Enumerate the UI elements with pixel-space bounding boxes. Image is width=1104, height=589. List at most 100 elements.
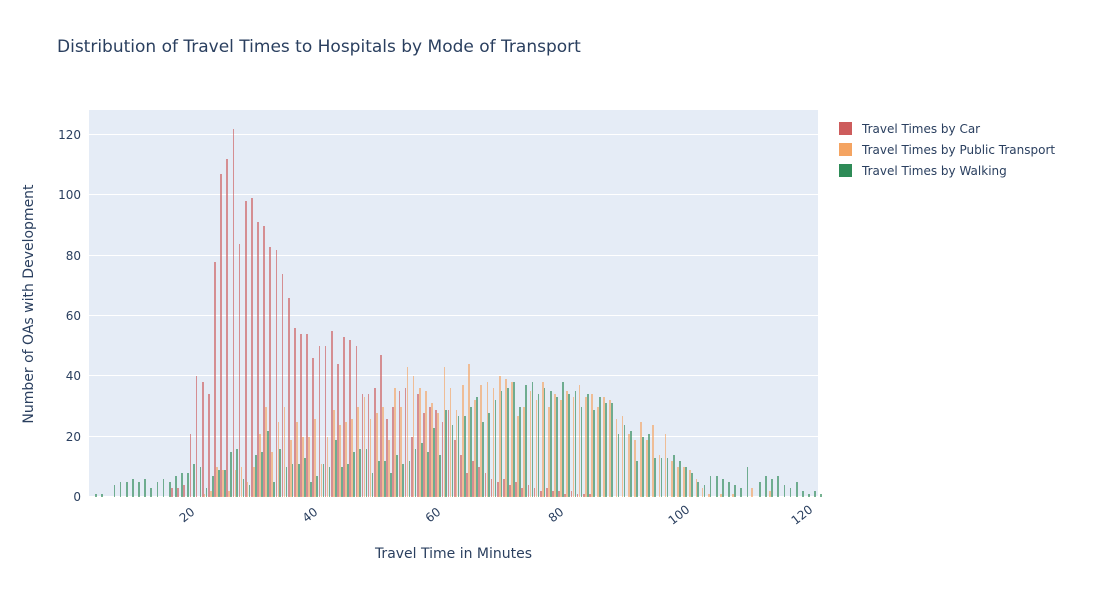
hist-bar-walking-109min — [740, 487, 743, 497]
hist-bar-public-transport-74min — [523, 406, 526, 497]
plot-area[interactable] — [89, 110, 823, 497]
hist-bar-public-transport-62min — [449, 388, 452, 497]
hist-bar-car-37min — [294, 328, 296, 497]
hist-bar-walking-38min — [304, 457, 306, 497]
legend-label-car: Travel Times by Car — [862, 121, 981, 136]
hist-bar-car-32min — [263, 225, 265, 497]
hist-bar-public-transport-97min — [664, 433, 667, 497]
y-gridline-100 — [89, 194, 818, 196]
y-tick-label-60: 60 — [65, 308, 81, 323]
hist-bar-public-transport-100min — [683, 466, 685, 497]
hist-bar-public-transport-27min — [234, 469, 237, 497]
hist-bar-car-28min — [238, 243, 241, 497]
hist-bar-public-transport-95min — [652, 424, 655, 497]
hist-bar-public-transport-57min — [418, 388, 421, 497]
hist-bar-public-transport-46min — [351, 418, 353, 497]
hist-bar-walking-4min — [95, 493, 97, 497]
hist-bar-public-transport-63min — [455, 409, 458, 497]
hist-bar-car-21min — [195, 376, 198, 497]
hist-bar-walking-99min — [679, 460, 681, 497]
hist-bar-public-transport-45min — [345, 421, 347, 497]
hist-bar-walking-27min — [236, 448, 239, 497]
hist-bar-public-transport-43min — [332, 409, 335, 497]
y-gridline-120 — [89, 134, 818, 135]
hist-bar-walking-120min — [808, 493, 810, 497]
hist-bar-car-44min — [337, 364, 339, 497]
hist-bar-walking-30min — [254, 454, 257, 497]
hist-bar-car-52min — [386, 418, 388, 497]
legend-item-public-transport[interactable]: Travel Times by Public Transport — [839, 139, 1055, 160]
hist-bar-car-55min — [404, 388, 407, 497]
hist-bar-public-transport-49min — [369, 418, 372, 497]
hist-bar-walking-108min — [734, 484, 737, 497]
legend-item-car[interactable]: Travel Times by Car — [839, 118, 1055, 139]
hist-bar-car-70min — [496, 481, 499, 497]
hist-bar-walking-23min — [211, 475, 214, 497]
hist-bar-walking-110min — [746, 466, 749, 497]
hist-bar-walking-118min — [795, 481, 798, 497]
y-tick-label-40: 40 — [65, 369, 81, 384]
hist-bar-public-transport-102min — [695, 478, 698, 497]
hist-bar-walking-76min — [537, 394, 540, 497]
hist-bar-car-43min — [330, 331, 333, 497]
hist-bar-car-40min — [312, 358, 315, 497]
hist-bar-walking-107min — [728, 481, 730, 497]
hist-bar-public-transport-72min — [511, 382, 513, 497]
hist-bar-car-75min — [527, 484, 530, 497]
hist-bar-car-78min — [546, 487, 548, 497]
x-tick-label-120: 120 — [788, 502, 816, 528]
y-axis-title: Number of OAs with Development — [21, 184, 37, 424]
hist-bar-public-transport-77min — [541, 382, 544, 497]
hist-bar-car-30min — [251, 198, 253, 497]
hist-bar-public-transport-93min — [640, 421, 642, 497]
hist-bar-car-66min — [472, 460, 474, 497]
y-gridline-60 — [89, 315, 818, 316]
hist-bar-car-25min — [220, 174, 222, 497]
hist-bar-car-61min — [441, 421, 444, 497]
hist-bar-walking-106min — [722, 478, 724, 497]
y-tick-label-20: 20 — [65, 429, 81, 444]
hist-bar-walking-72min — [513, 382, 515, 497]
hist-bar-walking-32min — [267, 430, 269, 497]
hist-bar-car-46min — [349, 340, 352, 497]
hist-bar-car-58min — [423, 412, 425, 497]
hist-bar-car-77min — [539, 490, 542, 497]
hist-bar-car-23min — [207, 394, 210, 497]
hist-bar-walking-5min — [101, 493, 103, 497]
hist-bar-walking-29min — [248, 484, 251, 497]
hist-bar-car-82min — [570, 490, 573, 497]
hist-bar-car-84min — [582, 493, 585, 497]
hist-bar-walking-52min — [390, 472, 392, 497]
hist-bar-public-transport-41min — [320, 463, 323, 497]
hist-bar-car-47min — [355, 346, 358, 497]
hist-bar-walking-119min — [801, 490, 804, 497]
hist-bar-car-36min — [287, 297, 290, 497]
hist-bar-walking-48min — [365, 448, 368, 497]
hist-bar-public-transport-25min — [222, 469, 224, 497]
hist-bar-walking-7min — [113, 484, 116, 497]
hist-bar-car-60min — [435, 409, 438, 497]
hist-bar-walking-112min — [758, 481, 761, 497]
hist-bar-walking-58min — [427, 451, 429, 497]
hist-bar-walking-74min — [525, 385, 528, 497]
hist-bar-car-57min — [416, 394, 419, 497]
hist-bar-public-transport-58min — [425, 391, 427, 497]
hist-bar-car-71min — [503, 478, 505, 497]
hist-bar-walking-49min — [371, 472, 374, 497]
legend-item-walking[interactable]: Travel Times by Walking — [839, 160, 1055, 181]
hist-bar-walking-113min — [765, 475, 767, 497]
hist-bar-public-transport-85min — [591, 394, 593, 497]
hist-bar-public-transport-61min — [443, 367, 446, 497]
hist-bar-public-transport-40min — [314, 418, 317, 497]
hist-bar-public-transport-64min — [461, 385, 464, 497]
hist-bar-public-transport-98min — [670, 460, 673, 497]
legend-swatch-walking-icon — [839, 164, 852, 177]
legend-swatch-public-transport-icon — [839, 143, 852, 156]
hist-bar-walking-101min — [691, 472, 693, 497]
hist-bar-walking-75min — [531, 382, 534, 497]
hist-bar-public-transport-23min — [209, 490, 212, 497]
hist-bar-walking-39min — [310, 481, 312, 497]
hist-bar-car-74min — [521, 487, 524, 497]
hist-bar-walking-96min — [660, 457, 663, 497]
